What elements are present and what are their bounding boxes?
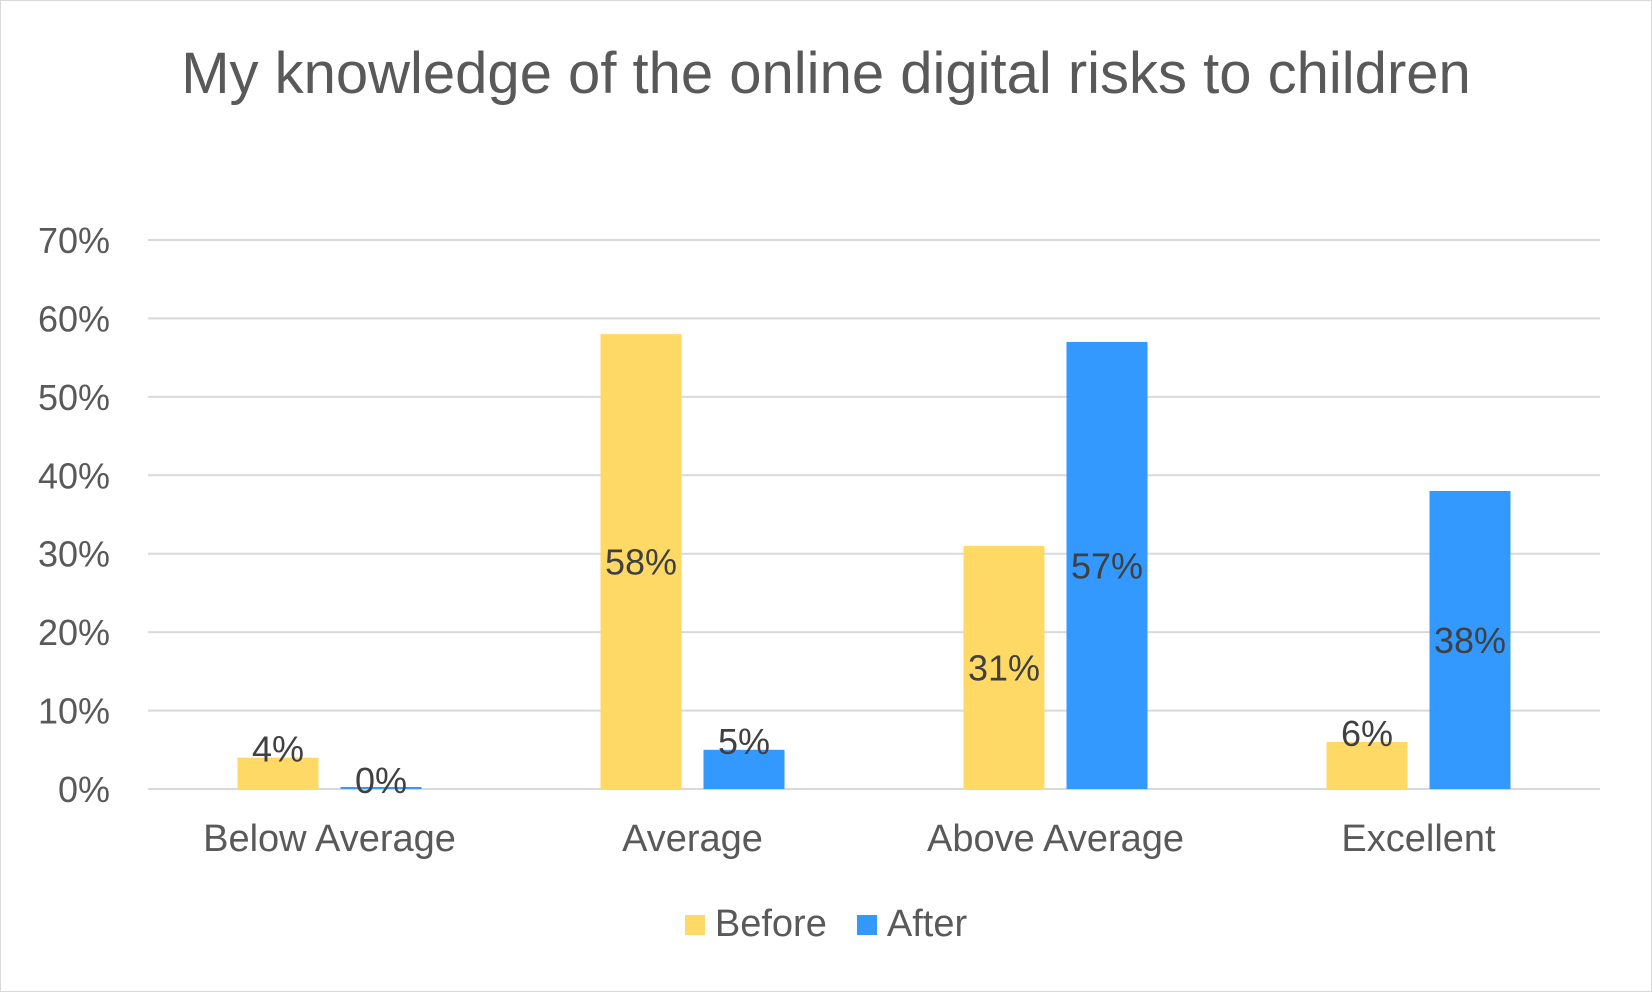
bar-after-2 [1066,341,1148,789]
legend-item-before: Before [684,903,827,946]
y-tick-label: 50% [38,377,110,418]
y-tick-label: 20% [38,612,110,653]
legend-swatch-before [684,914,705,935]
data-label: 31% [968,647,1040,688]
y-tick-label: 70% [38,220,110,261]
data-label: 57% [1071,545,1143,586]
y-tick-label: 10% [38,691,110,732]
data-label: 58% [605,542,677,583]
bar-before-0 [237,757,319,789]
y-tick-label: 30% [38,534,110,575]
bar-before-1 [600,334,682,789]
x-category-label: Below Average [203,818,456,860]
data-label: 38% [1434,620,1506,661]
data-label: 4% [252,729,304,770]
y-tick-label: 40% [38,455,110,496]
x-category-label: Above Average [927,818,1184,860]
legend-swatch-after [856,914,877,935]
data-label: 5% [718,721,770,762]
y-tick-label: 0% [58,769,110,810]
legend-label-before: Before [714,903,827,945]
bar-after-3 [1429,490,1511,789]
data-label: 6% [1341,713,1393,754]
legend-label-after: After [886,903,968,945]
y-tick-label: 60% [38,298,110,339]
bar-before-2 [963,545,1045,789]
legend: Before After [0,903,1652,946]
bar-after-1 [703,749,785,789]
bar-before-3 [1326,741,1408,789]
legend-item-after: After [856,903,968,946]
chart-title: My knowledge of the online digital risks… [181,41,1471,106]
data-label: 0% [355,760,407,801]
bar-after-0 [340,787,422,789]
x-category-label: Excellent [1341,818,1496,860]
x-category-label: Average [622,818,763,860]
